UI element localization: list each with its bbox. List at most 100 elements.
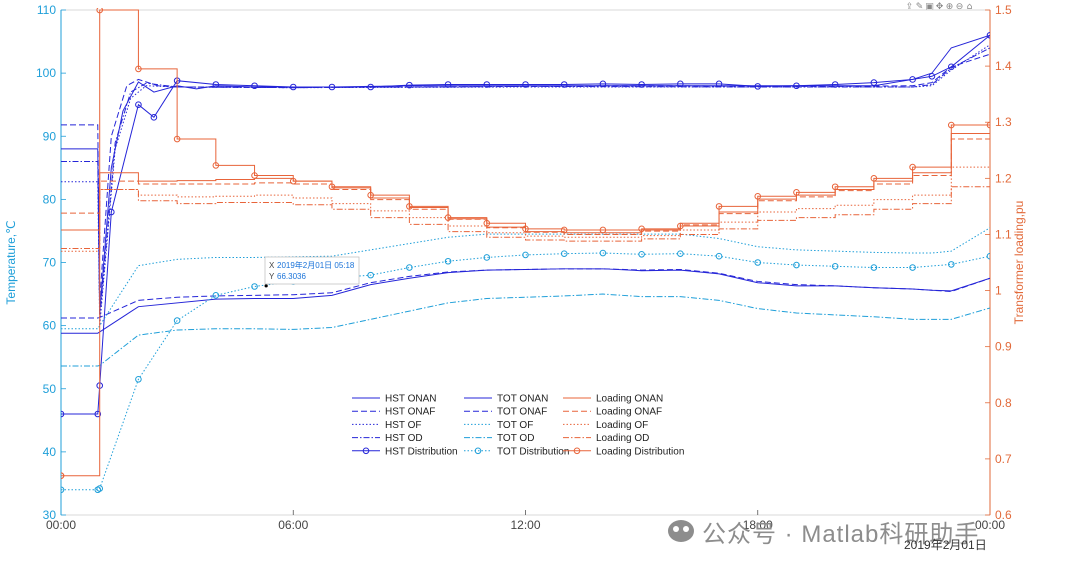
home-icon[interactable]: ⌂	[966, 1, 973, 12]
zoom-in-icon[interactable]: ⊕	[945, 1, 954, 12]
series-marker	[61, 486, 65, 494]
datatip-y-key: Y	[269, 272, 275, 281]
y-right-tick-label: 0.8	[995, 396, 1012, 410]
datatip-x-value: 2019年2月01日 05:18	[277, 260, 355, 270]
series-marker	[251, 172, 258, 179]
series-marker	[367, 191, 374, 199]
legend-entry: Loading OF	[596, 420, 648, 431]
series-line	[61, 166, 990, 252]
legend-entry: TOT ONAF	[497, 407, 547, 418]
legend-entry: HST ONAF	[385, 407, 435, 418]
series-marker	[986, 252, 990, 260]
series-marker	[947, 63, 955, 71]
y-left-axis-title: Temperature,℃	[4, 220, 18, 304]
series-line	[61, 227, 990, 330]
x-tick-label: 06:00	[278, 518, 308, 532]
series-line	[61, 293, 990, 367]
series-marker	[793, 82, 800, 90]
y-left-tick-label: 110	[37, 3, 56, 17]
y-right-tick-label: 0.7	[995, 452, 1012, 466]
series-line	[61, 186, 990, 249]
y-right-tick-label: 1.2	[995, 171, 1012, 185]
export-icon[interactable]: ⇪	[905, 1, 914, 12]
series-marker	[61, 472, 65, 480]
y-right-tick-label: 1.1	[995, 227, 1012, 241]
series-marker	[947, 261, 955, 268]
legend-entry: HST Distribution	[385, 446, 458, 457]
x-tick-label: 12:00	[510, 518, 540, 532]
y-left-tick-label: 70	[43, 256, 57, 270]
wechat-logo-icon	[668, 520, 694, 542]
series-marker	[599, 249, 607, 257]
legend-entry: TOT OD	[497, 433, 534, 444]
y-right-tick-label: 0.9	[995, 340, 1012, 354]
series-marker	[677, 250, 684, 257]
series-marker	[638, 81, 645, 88]
series-marker	[251, 82, 258, 90]
series-marker	[367, 83, 374, 91]
y-left-tick-label: 30	[43, 508, 57, 522]
series-marker	[522, 225, 529, 233]
series-marker	[715, 252, 723, 260]
legend-entry: Loading Distribution	[596, 446, 684, 457]
legend-entry: TOT Distribution	[497, 446, 569, 457]
series-marker	[94, 410, 102, 418]
y-left-tick-label: 100	[36, 66, 56, 80]
series-marker	[831, 262, 839, 270]
series-marker	[328, 183, 336, 191]
series-marker	[483, 219, 491, 227]
brush-icon[interactable]: ✎	[915, 1, 924, 12]
series-marker	[444, 81, 452, 88]
series-marker	[909, 264, 916, 271]
y-right-tick-label: 1.4	[995, 59, 1012, 73]
series-line	[61, 9, 990, 477]
legend-entry: TOT ONAN	[497, 394, 548, 405]
series-marker	[560, 250, 568, 257]
watermark-text: 公众号 · Matlab科研助手	[702, 520, 980, 548]
series-marker	[599, 226, 607, 234]
series-marker	[212, 292, 220, 299]
series-marker	[173, 135, 181, 143]
series-marker	[715, 203, 723, 210]
series-marker	[793, 189, 800, 196]
series-marker	[96, 485, 104, 492]
series-line	[61, 47, 990, 320]
series-marker	[831, 183, 839, 191]
series-marker	[212, 162, 220, 169]
series-marker	[289, 177, 297, 185]
series-line	[61, 34, 990, 415]
series-marker	[909, 163, 916, 171]
y-left-tick-label: 50	[43, 382, 57, 396]
series-marker	[135, 375, 142, 383]
series-line	[61, 268, 990, 319]
series-marker	[599, 80, 607, 88]
series-line	[61, 44, 990, 326]
series-marker	[251, 283, 258, 290]
datatip-marker	[264, 284, 268, 288]
x-axis-date-note: 2019年2月01日	[904, 538, 987, 552]
zoom-out-icon[interactable]: ⊖	[955, 1, 964, 12]
series-marker	[560, 81, 568, 88]
datatip-icon[interactable]: ▣	[925, 1, 934, 12]
pan-icon[interactable]: ✥	[935, 1, 944, 12]
series-line	[61, 268, 990, 334]
series-marker	[367, 271, 374, 279]
series-marker	[522, 251, 529, 259]
series-marker	[406, 264, 413, 271]
plot-area	[61, 8, 990, 494]
legend-marker	[362, 447, 370, 455]
y-right-tick-label: 1.3	[995, 115, 1012, 129]
series-marker	[870, 79, 878, 86]
plot-toolbar[interactable]: ⇪ ✎ ▣ ✥ ⊕ ⊖ ⌂	[905, 1, 980, 13]
y-right-tick-label: 1	[995, 284, 1002, 298]
series-marker	[638, 250, 645, 258]
series-marker	[986, 121, 990, 129]
series-marker	[483, 81, 491, 88]
x-tick-label: 18:00	[743, 518, 773, 532]
series-marker	[173, 317, 181, 324]
y-right-tick-label: 1.5	[995, 3, 1012, 17]
series-marker	[754, 259, 762, 266]
legend-entry: TOT OF	[497, 420, 533, 431]
legend-entry: HST OD	[385, 433, 423, 444]
